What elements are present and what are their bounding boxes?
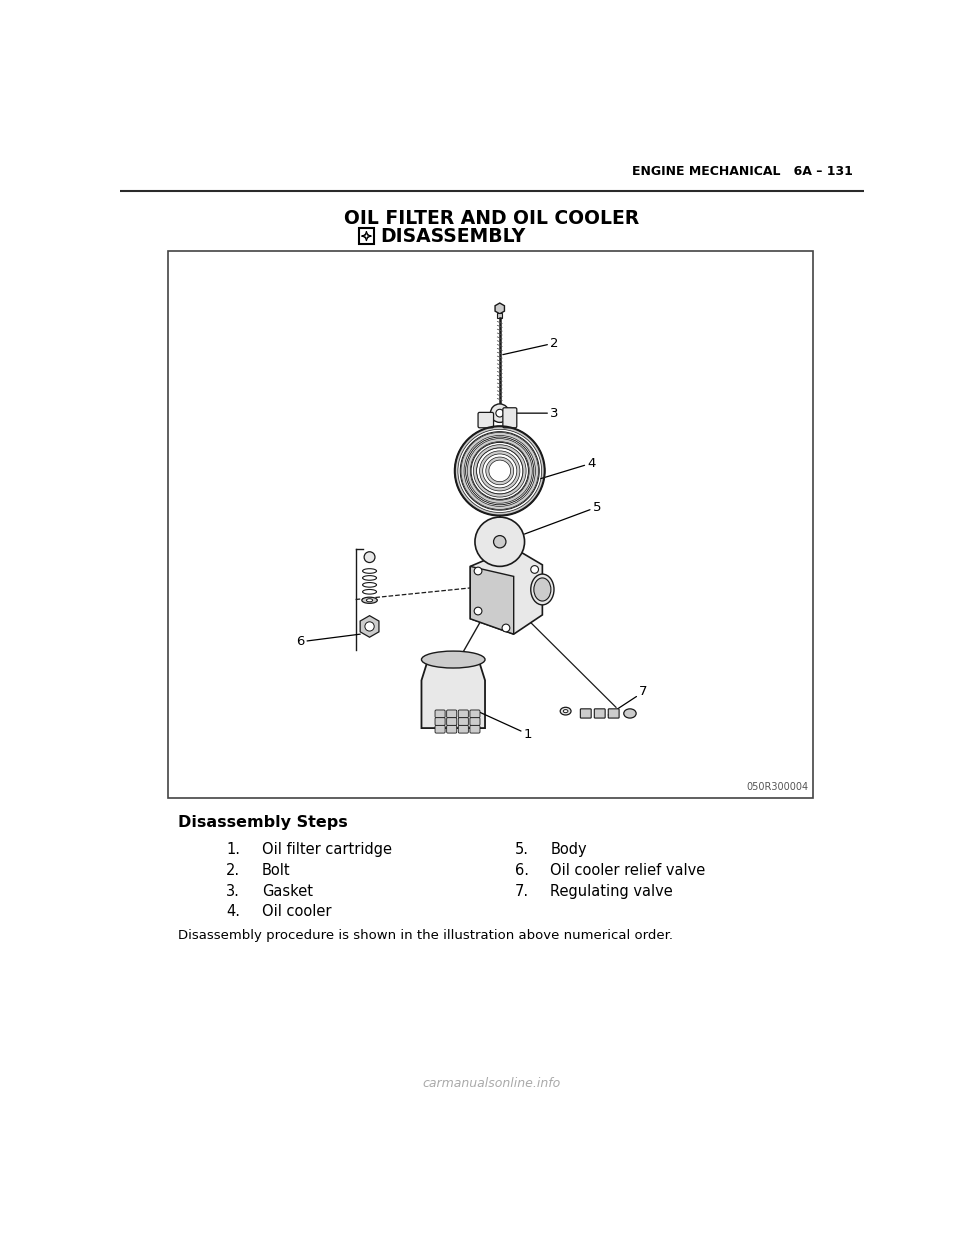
Circle shape xyxy=(488,458,512,483)
Text: Body: Body xyxy=(550,842,587,857)
Ellipse shape xyxy=(363,590,376,594)
Circle shape xyxy=(455,426,544,515)
Text: 7.: 7. xyxy=(516,883,529,899)
Circle shape xyxy=(474,607,482,615)
FancyBboxPatch shape xyxy=(594,709,605,718)
FancyBboxPatch shape xyxy=(478,412,493,427)
FancyBboxPatch shape xyxy=(469,725,480,733)
Wedge shape xyxy=(480,451,520,491)
Text: 2.: 2. xyxy=(226,863,240,878)
FancyBboxPatch shape xyxy=(458,725,468,733)
Text: carmanualsonline.info: carmanualsonline.info xyxy=(422,1077,562,1090)
FancyBboxPatch shape xyxy=(446,725,457,733)
Text: Oil cooler: Oil cooler xyxy=(262,904,331,919)
Circle shape xyxy=(531,565,539,574)
Text: 4.: 4. xyxy=(227,904,240,919)
Circle shape xyxy=(471,442,528,499)
Text: DISASSEMBLY: DISASSEMBLY xyxy=(380,226,526,246)
FancyBboxPatch shape xyxy=(359,229,374,243)
Circle shape xyxy=(493,535,506,548)
Circle shape xyxy=(460,432,540,510)
Text: Regulating valve: Regulating valve xyxy=(550,883,673,899)
Circle shape xyxy=(365,622,374,631)
FancyBboxPatch shape xyxy=(446,710,457,718)
FancyBboxPatch shape xyxy=(446,718,457,725)
Text: Oil filter cartridge: Oil filter cartridge xyxy=(262,842,392,857)
FancyBboxPatch shape xyxy=(609,709,619,718)
FancyBboxPatch shape xyxy=(503,407,516,427)
Circle shape xyxy=(491,404,509,422)
Text: 7: 7 xyxy=(609,686,648,715)
Text: 3.: 3. xyxy=(227,883,240,899)
Circle shape xyxy=(466,437,534,504)
Wedge shape xyxy=(455,426,544,515)
Ellipse shape xyxy=(421,651,485,668)
FancyBboxPatch shape xyxy=(435,718,445,725)
Circle shape xyxy=(476,448,523,494)
Ellipse shape xyxy=(624,709,636,718)
Circle shape xyxy=(482,453,517,488)
Circle shape xyxy=(364,551,375,563)
FancyBboxPatch shape xyxy=(581,709,591,718)
Ellipse shape xyxy=(363,575,376,580)
Ellipse shape xyxy=(564,709,568,713)
Text: 4: 4 xyxy=(540,457,596,478)
FancyBboxPatch shape xyxy=(469,710,480,718)
Wedge shape xyxy=(473,445,526,497)
FancyBboxPatch shape xyxy=(469,718,480,725)
Text: 2: 2 xyxy=(503,337,559,355)
Wedge shape xyxy=(486,457,514,484)
Polygon shape xyxy=(470,548,542,635)
FancyBboxPatch shape xyxy=(168,251,813,799)
Ellipse shape xyxy=(362,597,377,604)
Polygon shape xyxy=(495,303,504,314)
Polygon shape xyxy=(470,566,514,635)
FancyBboxPatch shape xyxy=(435,710,445,718)
Ellipse shape xyxy=(363,582,376,587)
Text: Oil cooler relief valve: Oil cooler relief valve xyxy=(550,863,706,878)
Circle shape xyxy=(496,410,504,417)
Text: OIL FILTER AND OIL COOLER: OIL FILTER AND OIL COOLER xyxy=(345,209,639,229)
FancyBboxPatch shape xyxy=(497,313,502,318)
Circle shape xyxy=(475,517,524,566)
Circle shape xyxy=(474,568,482,575)
Text: Bolt: Bolt xyxy=(262,863,291,878)
Polygon shape xyxy=(421,656,485,728)
FancyBboxPatch shape xyxy=(435,725,445,733)
Text: Disassembly Steps: Disassembly Steps xyxy=(179,815,348,830)
FancyBboxPatch shape xyxy=(458,710,468,718)
Ellipse shape xyxy=(534,578,551,601)
Wedge shape xyxy=(461,432,539,509)
Text: 3: 3 xyxy=(510,406,559,420)
Ellipse shape xyxy=(531,574,554,605)
Text: Gasket: Gasket xyxy=(262,883,313,899)
Text: 1: 1 xyxy=(477,712,532,740)
Text: 5: 5 xyxy=(524,501,601,534)
Ellipse shape xyxy=(561,707,571,715)
Text: 6.: 6. xyxy=(516,863,529,878)
Ellipse shape xyxy=(363,569,376,574)
Text: 5.: 5. xyxy=(516,842,529,857)
Text: 1.: 1. xyxy=(227,842,240,857)
Polygon shape xyxy=(360,616,379,637)
Text: ENGINE MECHANICAL   6A – 131: ENGINE MECHANICAL 6A – 131 xyxy=(632,165,852,179)
Wedge shape xyxy=(468,438,532,503)
Ellipse shape xyxy=(367,599,372,602)
FancyBboxPatch shape xyxy=(458,718,468,725)
Text: 050R300004: 050R300004 xyxy=(747,782,809,792)
Circle shape xyxy=(502,625,510,632)
Text: Disassembly procedure is shown in the illustration above numerical order.: Disassembly procedure is shown in the il… xyxy=(179,929,673,941)
Text: 6: 6 xyxy=(296,635,360,648)
